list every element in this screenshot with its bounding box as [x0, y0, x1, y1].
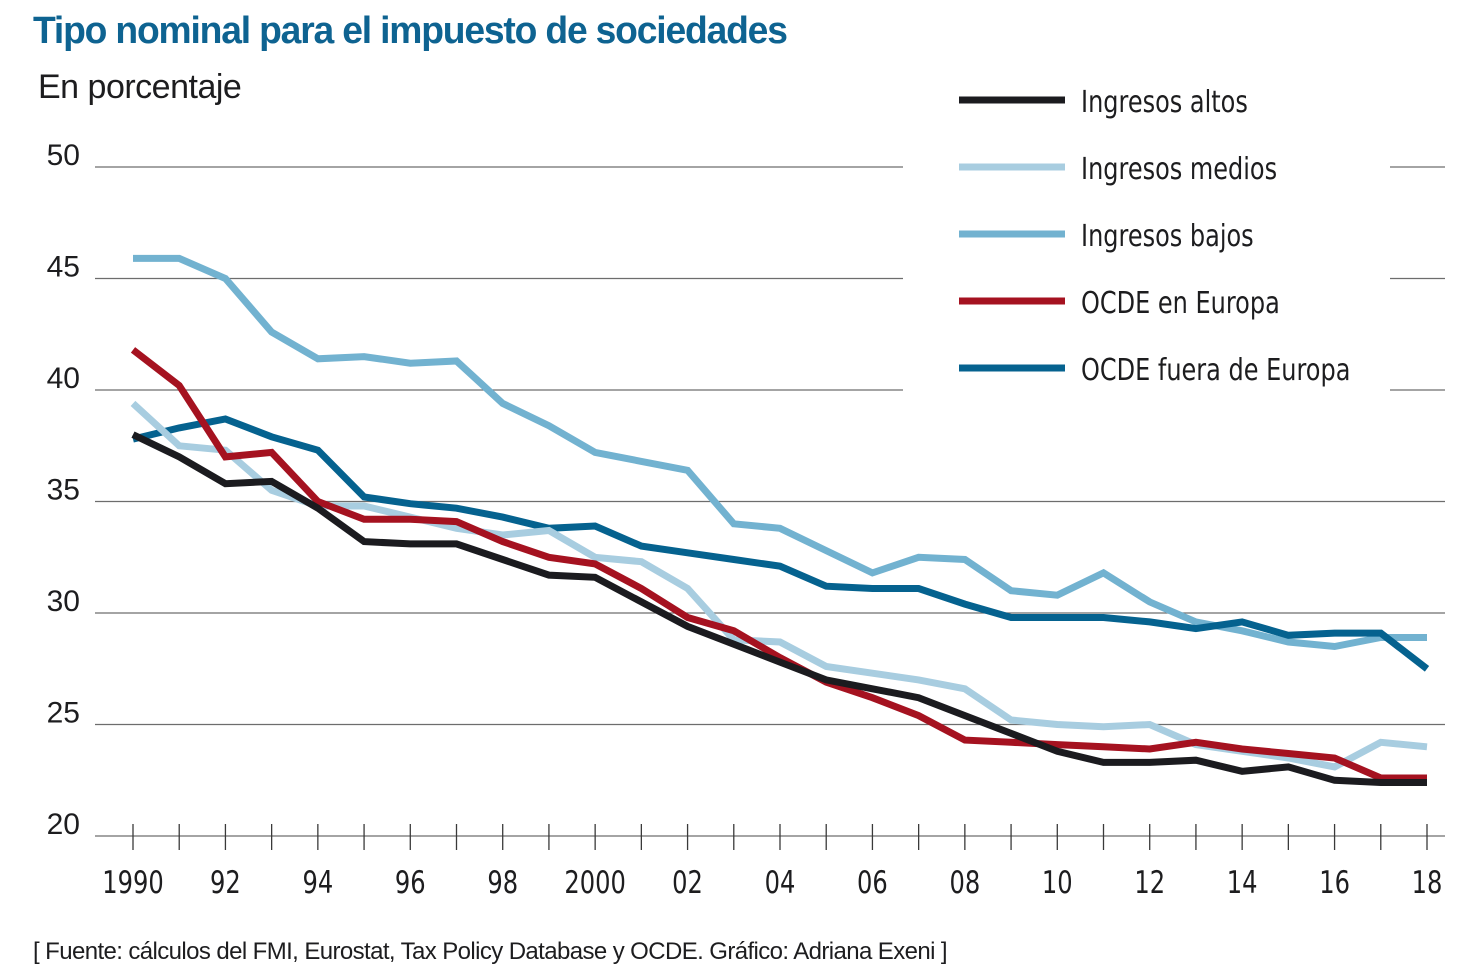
- legend-label: Ingresos altos: [1081, 85, 1248, 119]
- x-tick-label: 18: [1412, 864, 1443, 901]
- legend-item: OCDE fuera de Europa: [959, 353, 1350, 388]
- x-tick-label: 08: [949, 864, 980, 901]
- x-tick-label: 16: [1319, 864, 1350, 901]
- x-tick-label: 2000: [564, 864, 625, 901]
- source-note: [ Fuente: cálculos del FMI, Eurostat, Ta…: [33, 938, 948, 965]
- y-axis-labels: 50 45 40 35 30 25 20: [47, 139, 80, 841]
- series-lines: [130, 254, 1430, 786]
- x-tick-label: 1990: [102, 864, 163, 901]
- legend-item: Ingresos bajos: [959, 219, 1254, 254]
- legend-label: Ingresos bajos: [1081, 219, 1254, 253]
- y-tick-label: 45: [47, 251, 80, 284]
- x-tick-label: 12: [1134, 864, 1165, 901]
- x-axis: 1990 92 94 96 98 2000 02 04 06 08 10 12 14 16 18: [102, 824, 1442, 901]
- chart-subtitle: En porcentaje: [38, 68, 242, 106]
- x-tick-label: 94: [302, 864, 333, 901]
- legend-item: Ingresos altos: [959, 85, 1248, 120]
- series-line-ocde-en-europa: [130, 347, 1427, 782]
- y-tick-label: 35: [47, 474, 80, 507]
- y-tick-label: 25: [47, 697, 80, 730]
- x-tick-label: 96: [395, 864, 426, 901]
- y-tick-label: 50: [47, 139, 80, 172]
- series-line-ocde-fuera-de-europa: [132, 415, 1430, 672]
- x-tick-label: 10: [1042, 864, 1073, 901]
- legend-label: OCDE en Europa: [1081, 286, 1280, 320]
- x-tick-label: 02: [672, 864, 703, 901]
- x-tick-label: 06: [857, 864, 888, 901]
- legend-item: OCDE en Europa: [959, 286, 1280, 321]
- x-tick-label: 04: [765, 864, 796, 901]
- series-line-ingresos-altos: [131, 431, 1427, 786]
- legend-label: Ingresos medios: [1081, 152, 1277, 186]
- legend-label: OCDE fuera de Europa: [1081, 353, 1350, 387]
- x-tick-label: 14: [1227, 864, 1258, 901]
- chart-title: Tipo nominal para el impuesto de socieda…: [33, 10, 788, 52]
- y-tick-label: 30: [47, 585, 80, 618]
- x-tick-label: 98: [487, 864, 518, 901]
- legend: Ingresos altos Ingresos medios Ingresos ba…: [959, 85, 1350, 388]
- x-tick-label: 92: [210, 864, 241, 901]
- gridlines: [95, 166, 1445, 837]
- y-tick-label: 20: [47, 808, 80, 841]
- y-tick-label: 40: [47, 362, 80, 395]
- legend-item: Ingresos medios: [959, 152, 1277, 187]
